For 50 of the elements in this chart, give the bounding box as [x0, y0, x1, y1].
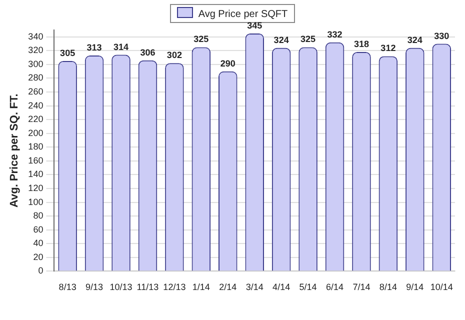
x-tick-label: 6/14: [326, 282, 344, 292]
x-tick-label: 4/14: [272, 282, 290, 292]
y-tick-label: 240: [28, 100, 44, 110]
y-tick-label: 320: [28, 45, 44, 56]
y-tick-label: 260: [28, 86, 44, 97]
data-label: 325: [194, 34, 209, 44]
y-tick-label: 340: [28, 31, 44, 42]
data-label: 345: [247, 20, 262, 30]
y-axis-title: Avg. Price per SQ. FT.: [8, 94, 21, 208]
y-tick-label: 220: [28, 114, 44, 124]
data-label: 330: [434, 30, 450, 41]
x-tick-label: 2/14: [219, 282, 237, 292]
x-tick-label: 9/13: [86, 282, 104, 292]
x-tick-label: 11/13: [136, 282, 159, 292]
x-tick-label: 12/13: [163, 282, 186, 292]
y-tick-label: 200: [28, 128, 44, 138]
data-label: 324: [407, 34, 422, 45]
data-label: 313: [86, 42, 102, 52]
data-label: 314: [114, 42, 129, 52]
data-label: 302: [166, 50, 182, 60]
y-tick-label: 160: [28, 155, 44, 166]
y-tick-label: 140: [28, 169, 44, 180]
x-tick-label: 7/14: [352, 282, 370, 292]
data-label: 305: [60, 48, 76, 58]
data-label: 306: [140, 47, 156, 58]
y-tick-label: 100: [28, 196, 44, 207]
x-tick-label: 8/13: [58, 282, 76, 292]
data-label: 332: [327, 29, 342, 40]
data-label: 324: [274, 34, 289, 45]
x-tick-label: 1/14: [192, 282, 210, 292]
y-tick-label: 80: [33, 210, 44, 221]
data-label: 318: [354, 39, 369, 50]
y-tick-label: 60: [33, 224, 44, 234]
y-tick-label: 0: [38, 266, 44, 276]
y-tick-label: 120: [28, 182, 44, 193]
x-tick-label: 9/14: [406, 282, 424, 292]
x-tick-label: 5/14: [299, 282, 317, 292]
y-tick-label: 280: [28, 72, 44, 83]
text: Avg Price per SQFT: [198, 9, 288, 20]
y-tick-label: 40: [33, 238, 44, 248]
y-tick-label: 20: [33, 252, 44, 262]
x-tick-label: 8/14: [379, 282, 397, 292]
x-tick-label: 3/14: [246, 282, 264, 292]
x-tick-label: 10/14: [430, 282, 453, 292]
data-label: 312: [380, 43, 396, 54]
y-tick-label: 180: [28, 142, 44, 152]
data-label: 325: [300, 34, 316, 44]
x-tick-label: 10/13: [110, 282, 132, 292]
data-label: 290: [220, 58, 236, 68]
y-tick-label: 300: [28, 58, 44, 69]
